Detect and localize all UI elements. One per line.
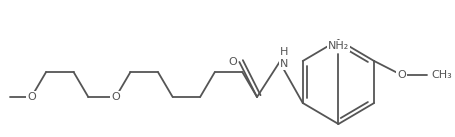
Text: O: O xyxy=(397,70,406,80)
Text: NH₂: NH₂ xyxy=(328,41,349,51)
Text: H
N: H N xyxy=(280,47,288,69)
Text: O: O xyxy=(229,57,238,67)
Text: CH₃: CH₃ xyxy=(431,70,452,80)
Text: O: O xyxy=(27,92,36,102)
Text: O: O xyxy=(111,92,120,102)
